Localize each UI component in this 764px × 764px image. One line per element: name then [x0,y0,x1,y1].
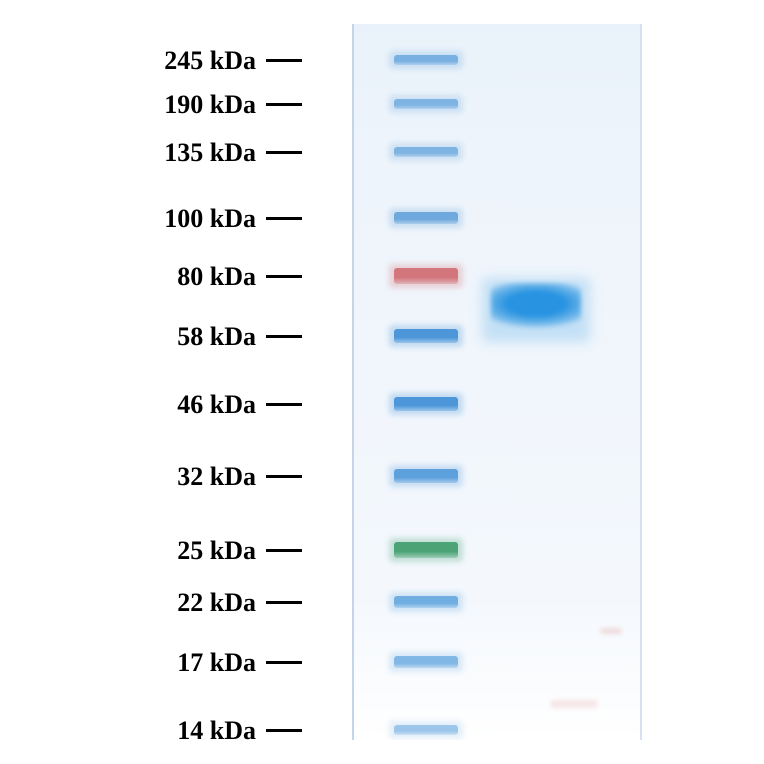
mw-label: 17 kDa [177,648,256,678]
ladder-band [394,397,458,411]
mw-tick [266,549,302,552]
mw-tick [266,403,302,406]
ladder-band [394,212,458,224]
mw-label: 58 kDa [177,322,256,352]
ladder-band [394,596,458,608]
sample-band [491,283,581,329]
ladder-band [394,268,458,284]
ladder-band [394,469,458,483]
mw-label: 14 kDa [177,716,256,746]
mw-label: 22 kDa [177,588,256,618]
mw-label: 245 kDa [164,46,256,76]
mw-label: 135 kDa [164,138,256,168]
ladder-band [394,329,458,343]
ladder-band [394,725,458,735]
mw-tick [266,335,302,338]
gel-figure: 245 kDa 190 kDa 135 kDa 100 kDa 80 kDa 58 kDa… [0,0,764,764]
ladder-band [394,542,458,558]
ladder-band [394,99,458,109]
mw-label: 46 kDa [177,390,256,420]
mw-label: 32 kDa [177,462,256,492]
mw-tick [266,601,302,604]
mw-tick [266,729,302,732]
mw-label: 25 kDa [177,536,256,566]
artifact [550,700,598,708]
mw-tick [266,103,302,106]
mw-tick [266,475,302,478]
mw-tick [266,661,302,664]
mw-label: 100 kDa [164,204,256,234]
mw-label: 190 kDa [164,90,256,120]
mw-tick [266,59,302,62]
ladder-band [394,55,458,65]
ladder-band [394,147,458,157]
gel-area [352,24,642,740]
ladder-band [394,656,458,668]
mw-tick [266,151,302,154]
mw-tick [266,275,302,278]
artifact [600,628,622,634]
mw-tick [266,217,302,220]
mw-label: 80 kDa [177,262,256,292]
